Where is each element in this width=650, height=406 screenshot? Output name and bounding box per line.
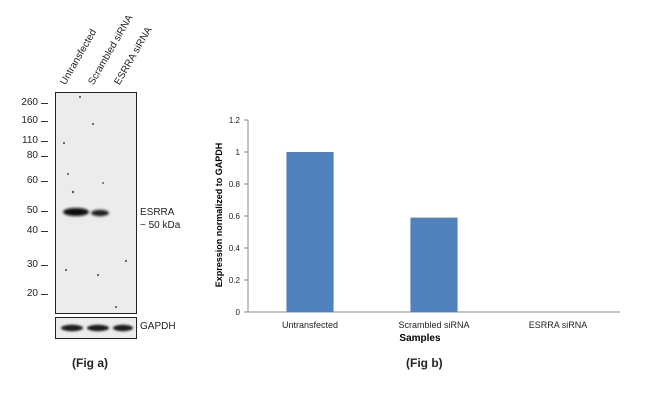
esrra-size-label: ~ 50 kDa	[140, 220, 181, 231]
blot-speck	[71, 190, 75, 194]
blot-speck	[92, 123, 94, 125]
chart-x-ticks: Untransfected Scrambled siRNA ESRRA siRNA	[282, 320, 587, 330]
mw-marker-80: 80	[26, 150, 38, 161]
mw-tick	[41, 121, 48, 122]
mw-marker-30: 30	[26, 259, 38, 270]
mw-marker-50: 50	[26, 205, 38, 216]
esrra-band-lane2	[91, 209, 109, 217]
blot-membrane	[55, 92, 137, 314]
x-axis-title: Samples	[399, 333, 441, 344]
mw-marker-40: 40	[26, 225, 38, 236]
mw-tick	[41, 231, 48, 232]
mw-marker-160: 160	[21, 115, 38, 126]
bar-0	[286, 152, 334, 312]
blot-speck	[63, 142, 65, 144]
mw-marker-260: 260	[21, 97, 38, 108]
mw-tick	[41, 141, 48, 142]
mw-tick	[41, 181, 48, 182]
blot-speck	[102, 182, 104, 184]
blot-speck	[125, 260, 127, 262]
fig-a-caption: (Fig a)	[72, 356, 108, 370]
gapdh-label: GAPDH	[140, 321, 176, 332]
y-tick-label: 1	[236, 148, 241, 157]
esrra-band-lane1	[63, 208, 89, 216]
x-tick-label: Scrambled siRNA	[398, 320, 469, 330]
y-tick-label: 0.2	[229, 276, 241, 285]
y-axis-title: Expression normalized to GAPDH	[214, 143, 224, 288]
gapdh-membrane	[55, 317, 137, 339]
blot-speck	[65, 269, 67, 271]
bar-1	[410, 217, 458, 312]
mw-marker-110: 110	[22, 135, 38, 146]
mw-tick	[41, 294, 48, 295]
chart-y-ticks: 0 0.2 0.4 0.6 0.8 1 1.2	[229, 116, 248, 317]
blot-speck	[115, 306, 117, 308]
y-tick-label: 1.2	[229, 116, 241, 125]
gapdh-band-lane1	[61, 324, 83, 332]
blot-image	[63, 96, 127, 308]
fig-b-caption: (Fig b)	[406, 356, 443, 370]
y-tick-label: 0.6	[229, 212, 241, 221]
x-tick-label: Untransfected	[282, 320, 338, 330]
mw-tick	[41, 211, 48, 212]
blot-speck	[67, 173, 69, 175]
blot-speck	[97, 274, 99, 276]
blot-speck	[79, 96, 81, 98]
gapdh-band-lane3	[113, 324, 133, 332]
y-tick-label: 0	[236, 308, 241, 317]
bar-chart: Expression normalized to GAPDH Samples U…	[214, 116, 620, 344]
x-tick-label: ESRRA siRNA	[529, 320, 588, 330]
mw-tick	[41, 156, 48, 157]
mw-tick	[41, 103, 48, 104]
gapdh-image	[61, 324, 133, 332]
mw-marker-20: 20	[26, 288, 38, 299]
y-tick-label: 0.8	[229, 180, 241, 189]
esrra-band-label: ESRRA	[140, 207, 175, 218]
mw-tick	[41, 265, 48, 266]
chart-bars	[286, 152, 458, 312]
y-tick-label: 0.4	[229, 244, 241, 253]
mw-marker-60: 60	[26, 175, 38, 186]
gapdh-band-lane2	[87, 324, 109, 332]
